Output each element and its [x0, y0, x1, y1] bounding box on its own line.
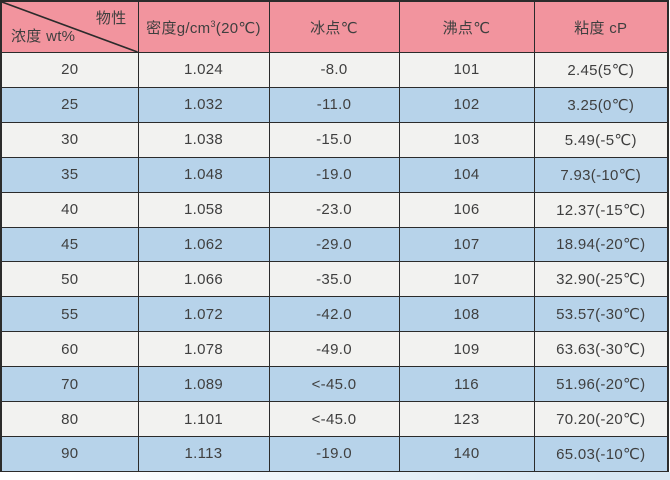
cell-viscosity: 5.49(-5℃)	[533, 121, 669, 158]
cell-viscosity: 51.96(-20℃)	[533, 366, 669, 403]
table-row: 55 1.072 -42.0 108 53.57(-30℃)	[0, 296, 669, 333]
diagonal-divider-line	[2, 2, 138, 52]
column-header-viscosity: 粘度 cP	[533, 0, 669, 53]
cell-density: 1.078	[137, 331, 270, 368]
cell-freezing-point: -15.0	[268, 121, 400, 158]
corner-label-concentration: 浓度 wt%	[11, 28, 76, 45]
column-header-boiling-point: 沸点℃	[398, 0, 535, 53]
density-header-prefix: 密度g/cm	[146, 19, 211, 37]
table-row: 80 1.101 <-45.0 123 70.20(-20℃)	[0, 401, 669, 437]
cell-density: 1.101	[137, 401, 270, 437]
cell-boiling-point: 101	[398, 52, 535, 88]
cell-viscosity: 63.63(-30℃)	[533, 331, 669, 368]
cell-freezing-point: <-45.0	[268, 401, 400, 437]
page-bottom-margin	[0, 472, 670, 480]
column-header-density: 密度g/cm3(20℃)	[137, 0, 270, 53]
cell-viscosity: 3.25(0℃)	[533, 86, 669, 123]
cell-boiling-point: 108	[398, 296, 535, 333]
cell-boiling-point: 107	[398, 261, 535, 298]
table-row: 25 1.032 -11.0 102 3.25(0℃)	[0, 86, 669, 123]
cell-freezing-point: -23.0	[268, 191, 400, 228]
cell-viscosity: 70.20(-20℃)	[533, 401, 669, 437]
cell-viscosity: 7.93(-10℃)	[533, 156, 669, 193]
cell-boiling-point: 106	[398, 191, 535, 228]
cell-freezing-point: -35.0	[268, 261, 400, 298]
cell-boiling-point: 140	[398, 435, 535, 473]
cell-concentration: 80	[0, 401, 139, 437]
cell-freezing-point: -8.0	[268, 52, 400, 88]
density-header-superscript: 3	[210, 18, 216, 29]
cell-concentration: 50	[0, 261, 139, 298]
cell-viscosity: 32.90(-25℃)	[533, 261, 669, 298]
cell-density: 1.024	[137, 52, 270, 88]
cell-density: 1.032	[137, 86, 270, 123]
cell-density: 1.038	[137, 121, 270, 158]
cell-boiling-point: 107	[398, 226, 535, 263]
cell-density: 1.113	[137, 435, 270, 473]
cell-concentration: 90	[0, 435, 139, 473]
density-header-suffix: (20℃)	[215, 19, 261, 37]
header-row: 物性 浓度 wt% 密度g/cm3(20℃) 冰点℃ 沸点℃ 粘度 cP	[0, 0, 669, 53]
table-row: 70 1.089 <-45.0 116 51.96(-20℃)	[0, 366, 669, 403]
table-row: 20 1.024 -8.0 101 2.45(5℃)	[0, 52, 669, 88]
cell-freezing-point: -11.0	[268, 86, 400, 123]
cell-boiling-point: 102	[398, 86, 535, 123]
cell-concentration: 60	[0, 331, 139, 368]
cell-concentration: 25	[0, 86, 139, 123]
cell-freezing-point: -29.0	[268, 226, 400, 263]
cell-concentration: 55	[0, 296, 139, 333]
cell-concentration: 20	[0, 52, 139, 88]
cell-boiling-point: 123	[398, 401, 535, 437]
cell-viscosity: 18.94(-20℃)	[533, 226, 669, 263]
cell-concentration: 45	[0, 226, 139, 263]
cell-freezing-point: -42.0	[268, 296, 400, 333]
table-header: 物性 浓度 wt% 密度g/cm3(20℃) 冰点℃ 沸点℃ 粘度 cP	[0, 0, 669, 53]
table-row: 40 1.058 -23.0 106 12.37(-15℃)	[0, 191, 669, 228]
cell-concentration: 40	[0, 191, 139, 228]
cell-concentration: 70	[0, 366, 139, 403]
cell-viscosity: 65.03(-10℃)	[533, 435, 669, 473]
table-row: 45 1.062 -29.0 107 18.94(-20℃)	[0, 226, 669, 263]
cell-freezing-point: <-45.0	[268, 366, 400, 403]
corner-label-property: 物性	[95, 10, 127, 27]
table-body: 20 1.024 -8.0 101 2.45(5℃) 25 1.032 -11.…	[0, 52, 669, 473]
table-row: 50 1.066 -35.0 107 32.90(-25℃)	[0, 261, 669, 298]
cell-concentration: 30	[0, 121, 139, 158]
cell-density: 1.048	[137, 156, 270, 193]
cell-density: 1.062	[137, 226, 270, 263]
cell-boiling-point: 104	[398, 156, 535, 193]
cell-density: 1.058	[137, 191, 270, 228]
cell-density: 1.066	[137, 261, 270, 298]
cell-density: 1.089	[137, 366, 270, 403]
cell-boiling-point: 103	[398, 121, 535, 158]
column-header-freezing-point: 冰点℃	[268, 0, 400, 53]
cell-freezing-point: -19.0	[268, 435, 400, 473]
corner-header-cell: 物性 浓度 wt%	[0, 0, 139, 53]
table-row: 90 1.113 -19.0 140 65.03(-10℃)	[0, 435, 669, 473]
cell-viscosity: 2.45(5℃)	[533, 52, 669, 88]
cell-concentration: 35	[0, 156, 139, 193]
cell-viscosity: 53.57(-30℃)	[533, 296, 669, 333]
cell-density: 1.072	[137, 296, 270, 333]
cell-freezing-point: -49.0	[268, 331, 400, 368]
table-row: 35 1.048 -19.0 104 7.93(-10℃)	[0, 156, 669, 193]
cell-freezing-point: -19.0	[268, 156, 400, 193]
cell-boiling-point: 116	[398, 366, 535, 403]
cell-viscosity: 12.37(-15℃)	[533, 191, 669, 228]
table-row: 60 1.078 -49.0 109 63.63(-30℃)	[0, 331, 669, 368]
cell-boiling-point: 109	[398, 331, 535, 368]
table-row: 30 1.038 -15.0 103 5.49(-5℃)	[0, 121, 669, 158]
